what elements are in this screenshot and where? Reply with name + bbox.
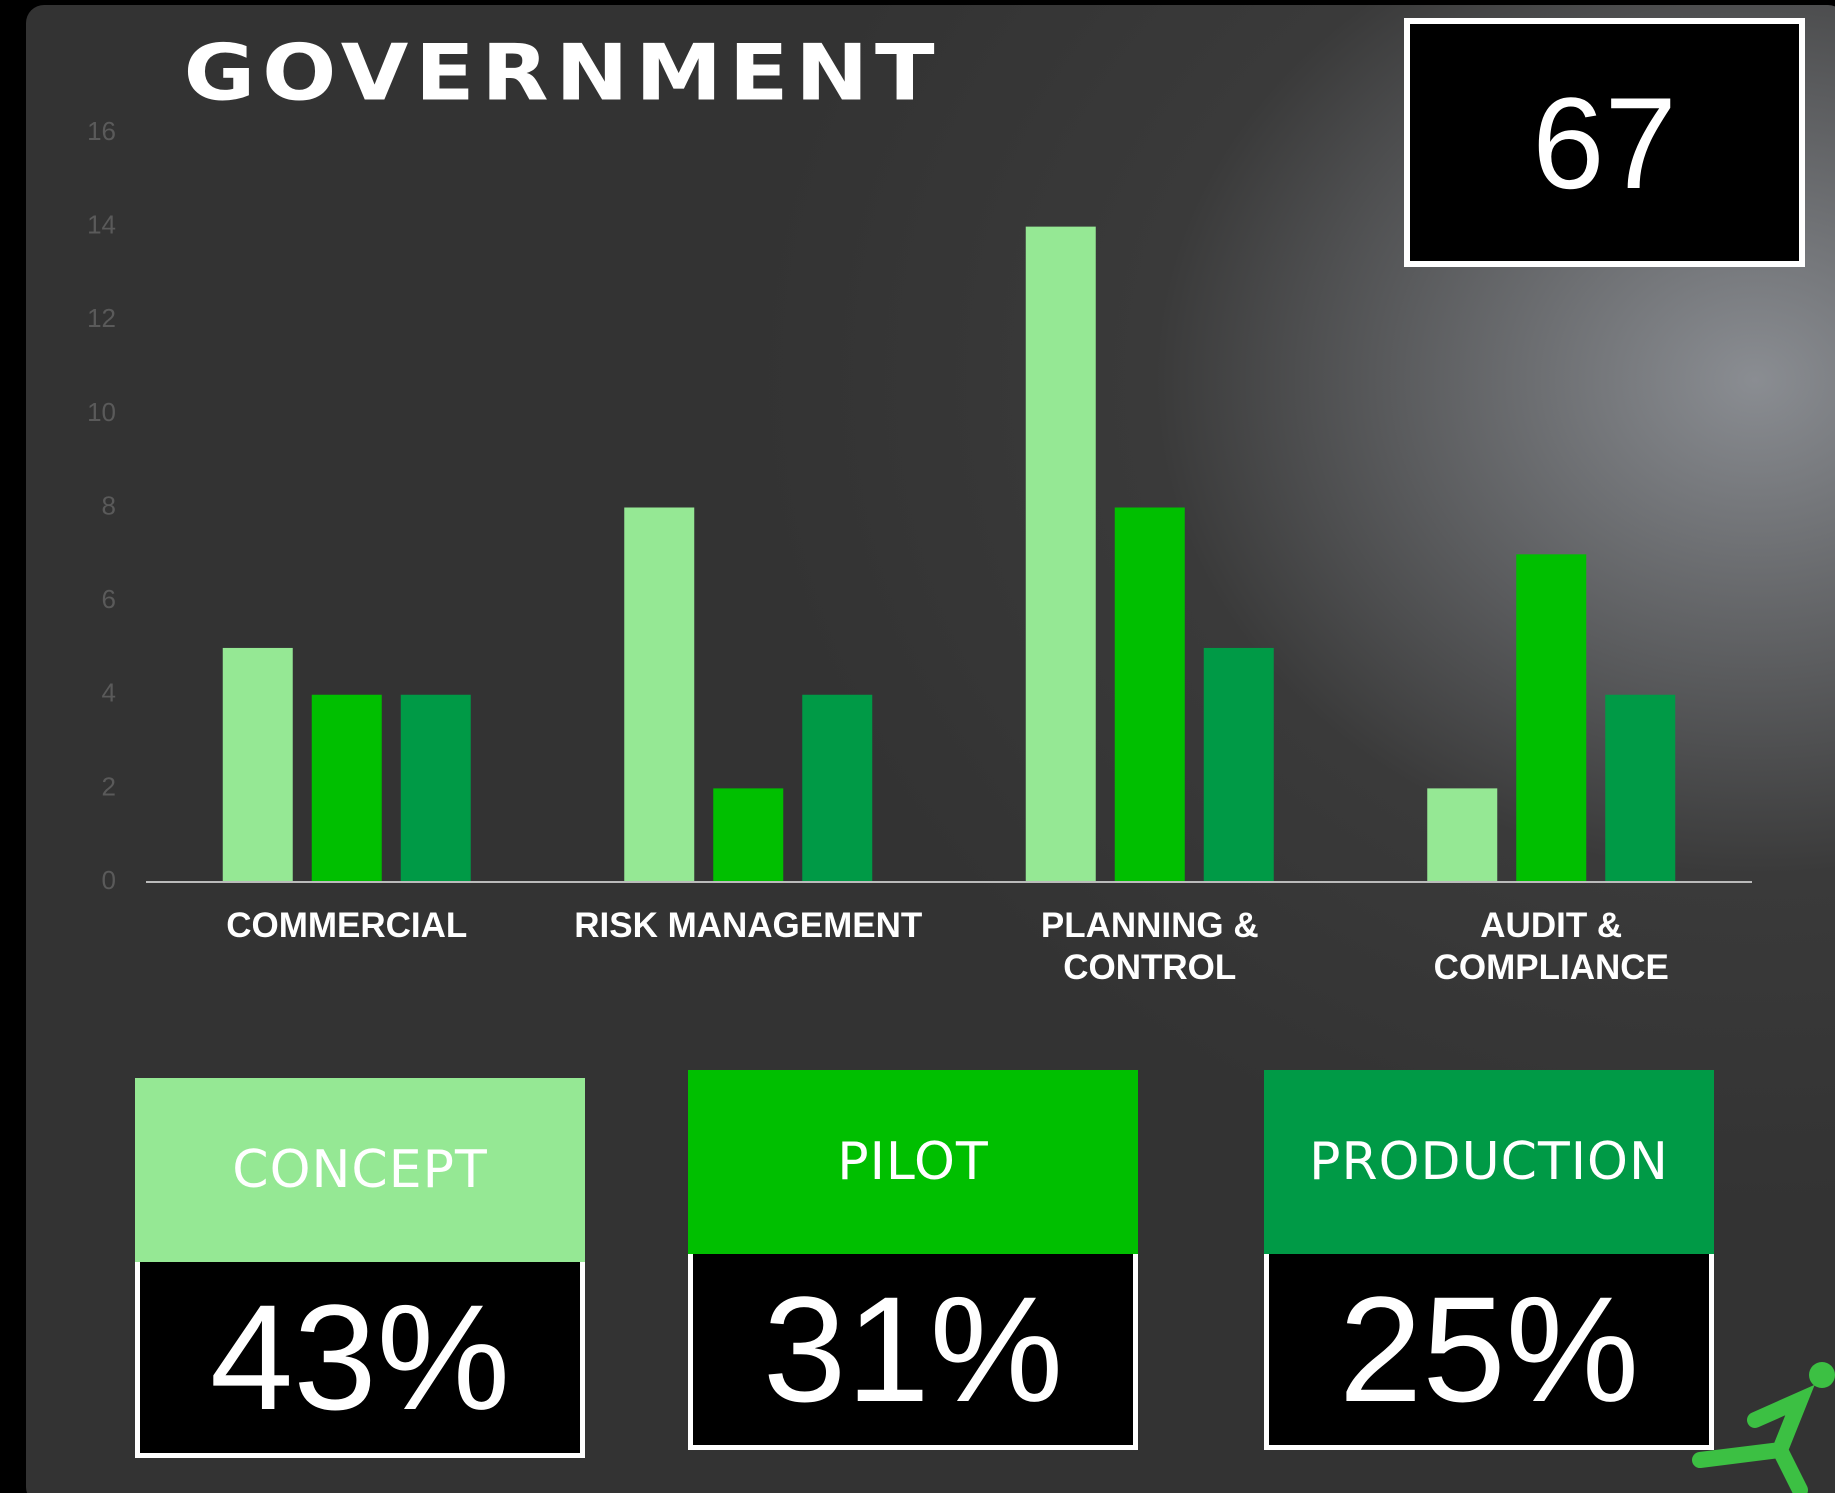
bar: [713, 788, 784, 882]
runner-icon: [1692, 1362, 1835, 1493]
share-label: 25%: [1264, 1254, 1714, 1450]
y-tick-label: 2: [102, 771, 116, 801]
y-tick-label: 10: [87, 397, 116, 427]
bar: [400, 694, 471, 882]
y-tick-label: 12: [87, 303, 116, 333]
bar: [1516, 554, 1587, 882]
bar: [222, 647, 293, 882]
y-tick-label: 4: [102, 678, 116, 708]
y-tick-label: 16: [87, 116, 116, 146]
bar: [1114, 507, 1185, 882]
total-badge: 67: [1404, 18, 1805, 267]
bar: [1203, 647, 1274, 882]
legend-card: PILOT 31%: [688, 1070, 1138, 1450]
chart-title: GOVERNMENT: [184, 27, 942, 118]
share-label: 43%: [135, 1262, 585, 1458]
y-tick-label: 0: [102, 865, 116, 895]
legend-label: PILOT: [688, 1070, 1138, 1254]
y-tick-label: 6: [102, 584, 116, 614]
y-tick-label: 14: [87, 210, 116, 240]
bar: [802, 694, 873, 882]
share-label: 31%: [688, 1254, 1138, 1450]
bar: [1025, 226, 1096, 882]
bar: [311, 694, 382, 882]
legend-label: CONCEPT: [135, 1078, 585, 1262]
x-tick-label: COMMERCIAL: [226, 906, 468, 945]
x-tick-label: AUDIT & COMPLIANCE: [1433, 906, 1669, 987]
bar: [1427, 788, 1498, 882]
bar: [1605, 694, 1676, 882]
y-tick-label: 8: [102, 490, 116, 520]
bar: [624, 507, 695, 882]
x-tick-label: PLANNING & CONTROL: [1040, 906, 1259, 987]
legend-card: CONCEPT 43%: [135, 1078, 585, 1458]
legend-label: PRODUCTION: [1264, 1070, 1714, 1254]
x-tick-label: RISK MANAGEMENT: [574, 906, 923, 945]
legend-card: PRODUCTION 25%: [1264, 1070, 1714, 1450]
